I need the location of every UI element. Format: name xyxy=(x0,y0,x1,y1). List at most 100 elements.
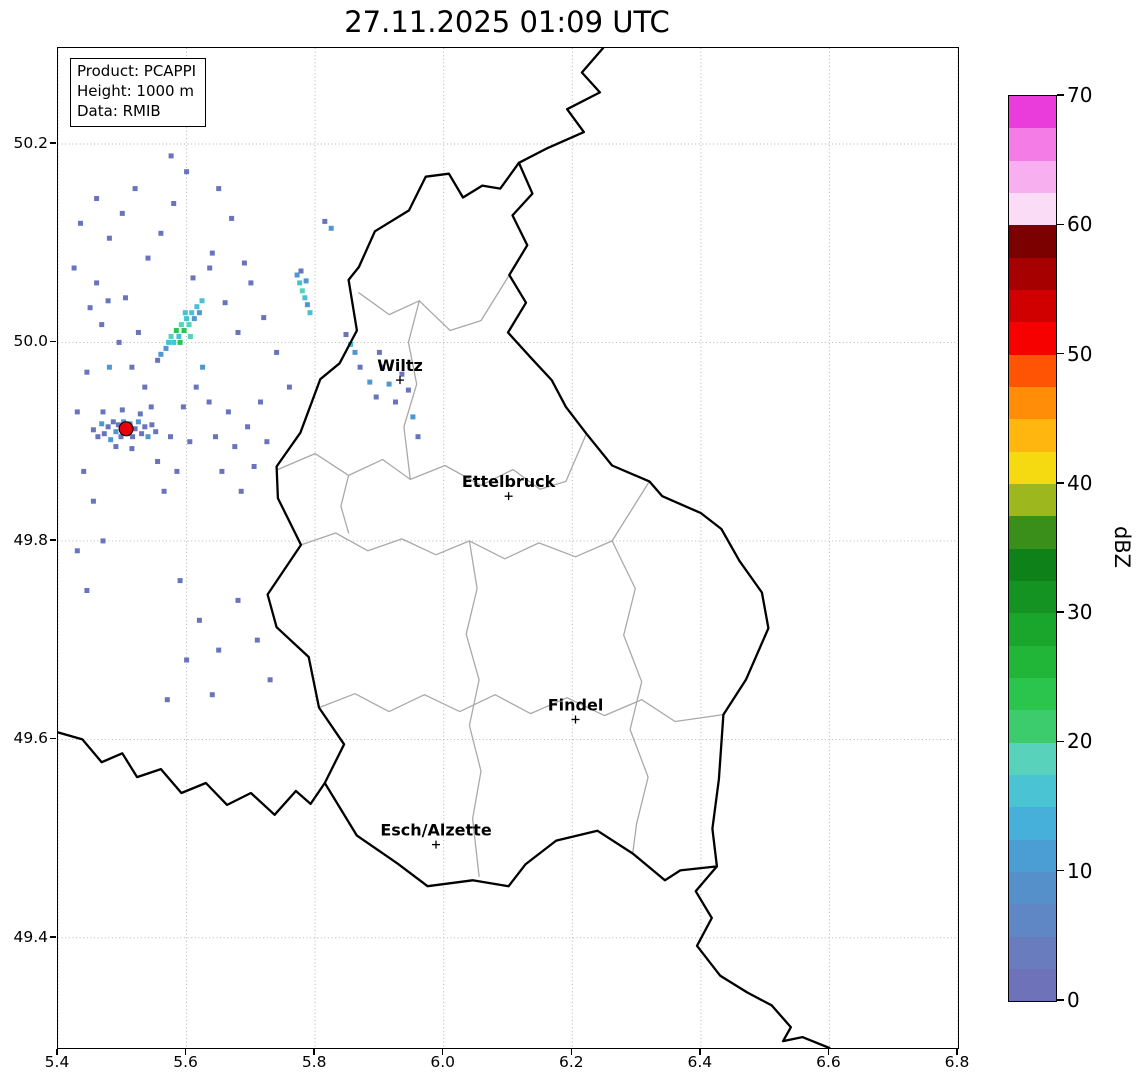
radar-echo-pixel xyxy=(84,369,90,375)
radar-echo-pixel xyxy=(298,268,304,274)
y-tick-label: 49.4 xyxy=(13,927,48,946)
radar-echo-pixel xyxy=(168,334,174,339)
country-border-belgium-france xyxy=(58,731,326,816)
y-tick-label: 50.2 xyxy=(13,133,48,152)
radar-echo-pixel xyxy=(386,381,392,387)
radar-echo-pixel xyxy=(184,169,190,175)
radar-echo-pixel xyxy=(108,437,114,443)
radar-echo-pixel xyxy=(158,230,164,236)
district-border xyxy=(300,480,651,560)
colorbar-tick-mark xyxy=(1057,223,1064,226)
radar-echo-pixel xyxy=(200,364,206,370)
city-label: Wiltz xyxy=(377,356,423,375)
country-border-belgium-germany xyxy=(517,48,605,164)
radar-echo-pixel xyxy=(194,304,200,310)
radar-echo-pixel xyxy=(187,334,193,339)
colorbar-tick-label: 20 xyxy=(1067,729,1093,754)
radar-echo-pixel xyxy=(235,330,241,335)
radar-echo-pixel xyxy=(137,411,143,417)
radar-echo-pixel xyxy=(297,280,303,286)
info-box: Product: PCAPPI Height: 1000 m Data: RMI… xyxy=(70,58,207,128)
colorbar-segment xyxy=(1009,354,1056,387)
radar-echo-pixel xyxy=(225,409,231,415)
radar-echo-pixel xyxy=(164,697,170,703)
radar-echo-pixel xyxy=(87,305,93,311)
radar-echo-pixel xyxy=(71,265,77,271)
radar-echo-pixel xyxy=(216,647,222,653)
y-tick-mark xyxy=(50,737,56,740)
city-label: Findel xyxy=(548,696,604,715)
radar-echo-pixel xyxy=(376,349,382,355)
radar-echo-pixel xyxy=(393,399,398,405)
y-tick-mark xyxy=(50,936,56,938)
x-tick-mark xyxy=(441,1048,444,1055)
radar-echo-pixel xyxy=(182,310,188,316)
city-label: Ettelbruck xyxy=(462,472,556,491)
radar-echo-pixel xyxy=(130,434,136,440)
district-border xyxy=(358,274,510,332)
radar-echo-pixel xyxy=(99,322,105,328)
radar-echo-pixel xyxy=(410,414,416,420)
radar-echo-pixel xyxy=(261,315,267,321)
radar-echo-pixel xyxy=(174,468,180,474)
radar-echo-pixel xyxy=(155,357,161,363)
y-tick-label: 49.6 xyxy=(13,729,48,748)
radar-echo-pixel xyxy=(177,339,183,345)
radar-echo-pixel xyxy=(307,310,313,316)
colorbar-segment xyxy=(1009,516,1056,549)
x-tick-mark xyxy=(56,1048,58,1055)
radar-echo-pixel xyxy=(343,332,349,337)
colorbar-segment xyxy=(1009,128,1056,161)
radar-echo-pixel xyxy=(373,394,379,400)
radar-echo-pixel xyxy=(142,424,148,430)
radar-echo-pixel xyxy=(119,407,125,413)
radar-echo-pixel xyxy=(193,384,199,390)
info-data: Data: RMIB xyxy=(77,101,161,120)
radar-echo-pixel xyxy=(95,434,101,440)
colorbar-tick-label: 30 xyxy=(1067,600,1093,625)
radar-echo-pixel xyxy=(302,295,308,301)
radar-echo-pixel xyxy=(153,429,159,435)
colorbar-tick-label: 10 xyxy=(1067,858,1093,883)
colorbar-segment xyxy=(1009,548,1056,581)
radar-echo-pixel xyxy=(148,404,154,410)
info-product: Product: PCAPPI xyxy=(77,62,197,80)
colorbar-segment xyxy=(1009,742,1056,775)
colorbar-segment xyxy=(1009,613,1056,646)
radar-echo-pixel xyxy=(238,488,244,494)
colorbar-tick-mark xyxy=(1057,482,1064,484)
colorbar-segment xyxy=(1009,451,1056,484)
x-tick-label: 5.4 xyxy=(44,1053,70,1071)
radar-echo-pixel xyxy=(135,330,141,335)
radar-echo-pixel xyxy=(106,235,112,241)
colorbar-tick-label: 70 xyxy=(1067,83,1093,107)
map-svg: Wiltz Ettelbruck Findel Esch/Alzette xyxy=(58,48,958,1048)
plot-area: Wiltz Ettelbruck Findel Esch/Alzette Produc… xyxy=(57,47,959,1049)
radar-echo-pixel xyxy=(110,419,116,425)
radar-echo-pixel xyxy=(258,399,263,405)
colorbar-tick-label: 50 xyxy=(1067,341,1093,366)
radar-echo-pixel xyxy=(251,464,257,469)
radar-echo-pixel xyxy=(78,220,83,226)
colorbar-segment xyxy=(1009,839,1056,872)
colorbar-tick-mark xyxy=(1057,999,1064,1001)
colorbar-segment xyxy=(1009,192,1056,226)
radar-echo-pixel xyxy=(229,215,235,221)
radar-echo-pixel xyxy=(155,459,161,464)
radar-echo-pixel xyxy=(294,272,300,278)
colorbar-segment xyxy=(1009,904,1056,937)
radar-echo-pixel xyxy=(123,295,128,301)
radar-echo-pixel xyxy=(145,434,151,440)
radar-echo-pixel xyxy=(304,302,310,308)
info-height: Height: 1000 m xyxy=(77,81,194,100)
radar-echo-pixel xyxy=(90,498,96,504)
colorbar-segment xyxy=(1009,386,1056,420)
radar-echo-pixel xyxy=(132,186,138,192)
district-border xyxy=(465,540,482,877)
country-border-france-germany xyxy=(694,865,831,1048)
colorbar-segment xyxy=(1009,225,1056,258)
radar-echo-pixel xyxy=(219,468,225,474)
colorbar-tick-mark xyxy=(1057,611,1064,613)
radar-echo-pixel xyxy=(254,637,260,643)
radar-echo-pixel xyxy=(129,364,135,370)
